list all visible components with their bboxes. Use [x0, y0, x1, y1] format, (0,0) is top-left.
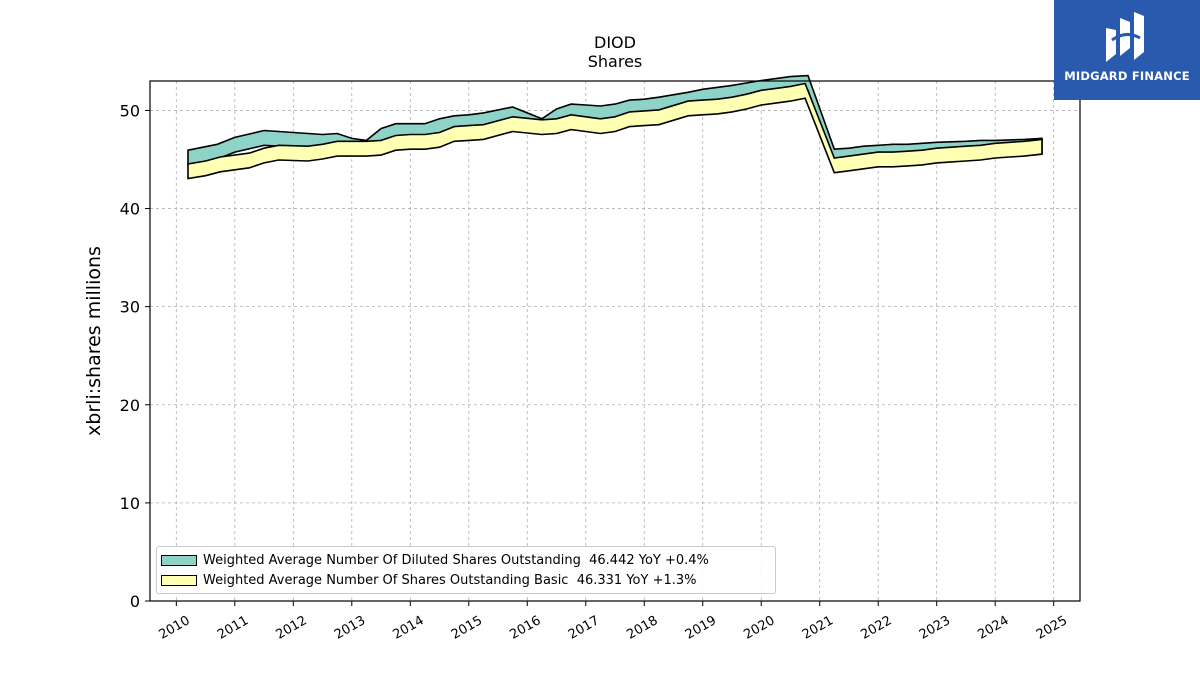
chart-title: DIOD: [594, 33, 636, 52]
x-tick-label: 2018: [624, 613, 660, 643]
legend-item-basic: Weighted Average Number Of Shares Outsta…: [161, 571, 697, 589]
series-layer: [187, 74, 1043, 180]
brand-logo: MIDGARD FINANCE: [1054, 0, 1200, 100]
x-tick-label: 2012: [273, 613, 309, 643]
y-tick-label: 40: [120, 200, 140, 219]
x-tick-label: 2020: [741, 613, 777, 643]
x-axis-ticks: 2010 2011 2012 2013 2014 2015 2016 2017 2018 2019…: [156, 601, 1070, 643]
y-tick-label: 30: [120, 298, 140, 317]
legend-swatch-diluted: [161, 554, 197, 566]
legend-label-basic: Weighted Average Number Of Shares Outsta…: [203, 572, 697, 588]
y-axis-ticks: 0 10 20 30 40 50: [120, 101, 150, 611]
series-band-1: [187, 82, 1043, 180]
brand-name: MIDGARD FINANCE: [1064, 69, 1190, 83]
x-tick-label: 2019: [683, 613, 719, 643]
plot-frame: [149, 80, 1081, 602]
legend-item-diluted: Weighted Average Number Of Diluted Share…: [161, 551, 709, 569]
chart-legend: Weighted Average Number Of Diluted Share…: [156, 546, 776, 594]
x-tick-label: 2022: [858, 613, 894, 643]
chart-subtitle: Shares: [588, 52, 643, 71]
x-tick-label: 2017: [566, 613, 602, 643]
x-tick-label: 2013: [332, 613, 368, 643]
x-tick-label: 2010: [156, 613, 192, 643]
x-tick-label: 2015: [449, 613, 485, 643]
x-tick-label: 2021: [800, 613, 836, 643]
y-tick-label: 10: [120, 494, 140, 513]
x-tick-label: 2016: [507, 613, 543, 643]
y-axis-label: xbrli:shares millions: [83, 246, 105, 436]
y-tick-label: 50: [120, 101, 140, 120]
y-tick-label: 20: [120, 396, 140, 415]
y-tick-label: 0: [130, 592, 140, 611]
brand-mark-icon: [1106, 12, 1144, 62]
x-tick-label: 2025: [1034, 613, 1070, 643]
x-tick-label: 2011: [215, 613, 251, 643]
x-tick-label: 2023: [917, 613, 953, 643]
x-tick-label: 2024: [975, 613, 1011, 643]
legend-swatch-basic: [161, 574, 197, 586]
legend-label-diluted: Weighted Average Number Of Diluted Share…: [203, 552, 709, 568]
x-tick-label: 2014: [390, 613, 426, 643]
